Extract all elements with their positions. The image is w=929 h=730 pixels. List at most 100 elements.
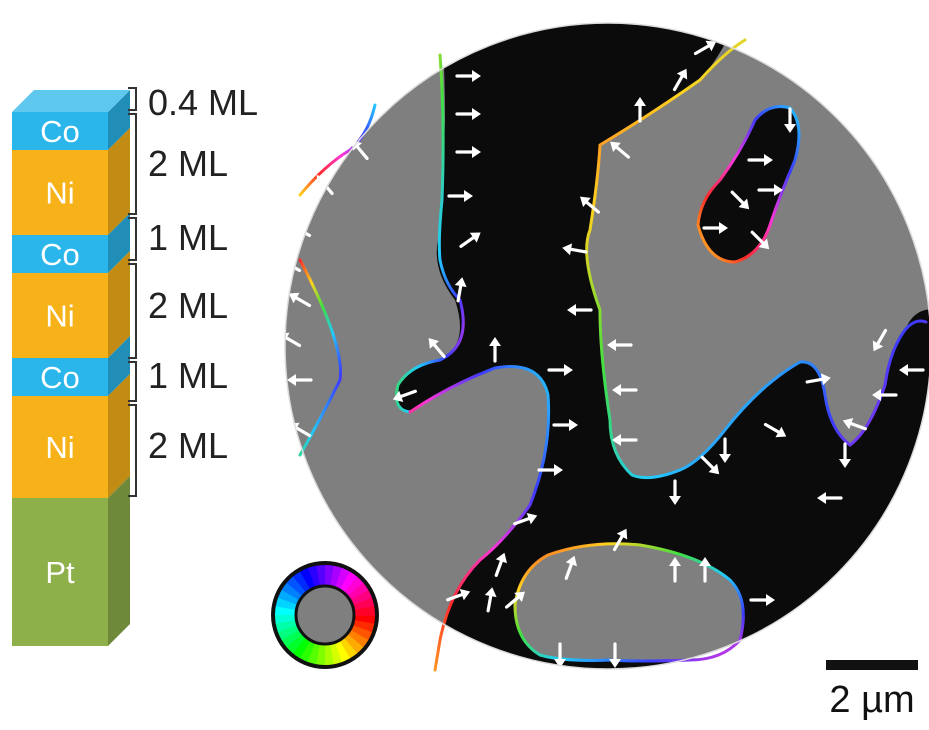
magnetization-arrow: [749, 594, 775, 606]
color-wheel-segment: [346, 629, 369, 648]
color-wheel-segment: [292, 571, 312, 593]
thickness-bracket: [128, 113, 137, 215]
color-wheel-segment: [281, 628, 303, 648]
magnetization-arrow: [564, 555, 578, 580]
magnetization-arrow: [730, 190, 750, 210]
magnetization-arrow: [607, 339, 633, 351]
thickness-label: 2 ML: [148, 285, 228, 326]
color-wheel-segment: [324, 643, 334, 665]
layer-ni: Ni: [12, 374, 130, 498]
scale-bar: 2 µm: [826, 660, 918, 721]
magnetization-arrow: [669, 557, 681, 583]
layer-label: Ni: [45, 176, 74, 211]
magnetization-arrow: [702, 222, 728, 234]
magnetization-arrow: [351, 140, 369, 161]
thickness-label: 0.4 ML: [148, 82, 258, 123]
thickness-bracket: [128, 361, 137, 402]
color-wheel-segment: [275, 596, 298, 610]
magnetization-arrow: [612, 528, 628, 552]
color-wheel-segment: [325, 564, 335, 587]
magnetization-arrow: [699, 557, 711, 583]
magnetization-arrow: [669, 479, 681, 505]
magnetization-arrow: [447, 190, 473, 202]
magnetization-arrow: [634, 97, 646, 123]
color-wheel-segment: [292, 636, 311, 659]
color-wheel-segment: [275, 614, 297, 624]
magnetization-arrow: [763, 422, 787, 438]
color-wheel-segment: [299, 639, 316, 662]
color-wheel-segment: [349, 624, 372, 641]
layer-pt: Pt: [12, 476, 130, 646]
magnetization-arrow: [428, 338, 446, 359]
color-wheel-segment: [316, 565, 326, 587]
magnetization-arrow: [839, 442, 851, 468]
image-outline: [284, 22, 929, 670]
thickness-brackets: 0.4 ML 2 ML 1 ML 2 ML 1 ML 2 ML: [128, 82, 258, 497]
layer-top-face: [12, 90, 130, 112]
thickness-label: 2 ML: [148, 425, 228, 466]
magnetization-arrow: [700, 455, 720, 475]
layer-front-face: [12, 150, 108, 235]
magnetization-arrow: [719, 437, 731, 463]
layer-label: Ni: [45, 299, 74, 334]
magnetization-arrow: [747, 154, 773, 166]
color-wheel-segment: [352, 620, 375, 634]
color-wheel-segment: [347, 582, 369, 602]
color-wheel-segment: [334, 568, 351, 591]
thickness-label: 1 ML: [148, 217, 228, 258]
color-wheel-segment: [334, 640, 350, 663]
layer-ni: Ni: [12, 251, 130, 358]
layer-ni: Ni: [12, 128, 130, 235]
magnetization-arrow: [899, 364, 925, 376]
color-wheel-center: [296, 586, 354, 644]
magnetization-arrow: [784, 107, 796, 133]
magnetization-arrow: [609, 642, 621, 668]
magnetization-arrow: [454, 277, 467, 303]
color-wheel-segment: [353, 606, 375, 616]
magnetization-arrow: [489, 337, 501, 363]
magnetization-arrow: [554, 642, 566, 668]
color-wheel-segment: [275, 605, 297, 615]
layer-front-face: [12, 273, 108, 358]
color-wheel-segment: [286, 576, 307, 597]
domain-image: [278, 22, 929, 672]
magnetization-arrow: [562, 243, 588, 256]
magnetization-arrow: [455, 70, 481, 82]
layer-side-face: [108, 213, 130, 273]
magnetization-arrow: [817, 492, 843, 504]
magnetization-arrow: [537, 464, 563, 476]
color-wheel-segment: [306, 642, 320, 665]
layer-label: Co: [40, 360, 80, 395]
magnetization-arrow: [392, 389, 417, 403]
layer-side-face: [108, 251, 130, 358]
magnetization-arrow: [287, 374, 313, 386]
magnetization-arrow: [612, 434, 638, 446]
color-wheel-segment: [343, 633, 364, 654]
layer-label: Ni: [45, 430, 74, 465]
magnetization-arrow: [494, 552, 508, 577]
magnetization-arrow: [504, 591, 525, 609]
thickness-label: 2 ML: [148, 143, 228, 184]
color-wheel-segment: [278, 589, 301, 606]
color-wheel-segment: [330, 565, 344, 588]
thickness-bracket: [128, 263, 137, 359]
color-wheel-segment: [281, 582, 304, 601]
thickness-bracket: [128, 217, 137, 261]
layer-label: Pt: [45, 555, 75, 590]
magnetization-arrow: [288, 222, 312, 238]
color-wheel-segment: [339, 571, 358, 594]
magnetization-arrow: [872, 328, 888, 352]
color-wheel-segment: [343, 576, 364, 597]
dark-domain: [698, 106, 799, 262]
color-wheel-segment: [277, 624, 300, 640]
layer-co: Co: [12, 336, 130, 396]
thickness-bracket: [128, 87, 137, 111]
layer-side-face: [108, 374, 130, 498]
magnetization-arrow: [672, 68, 688, 92]
magnetization-arrow: [278, 257, 302, 273]
magnetization-arrows: [278, 40, 925, 668]
magnetization-arrow: [872, 389, 898, 401]
magnetization-arrow: [805, 373, 831, 386]
color-wheel-segment: [300, 567, 316, 590]
